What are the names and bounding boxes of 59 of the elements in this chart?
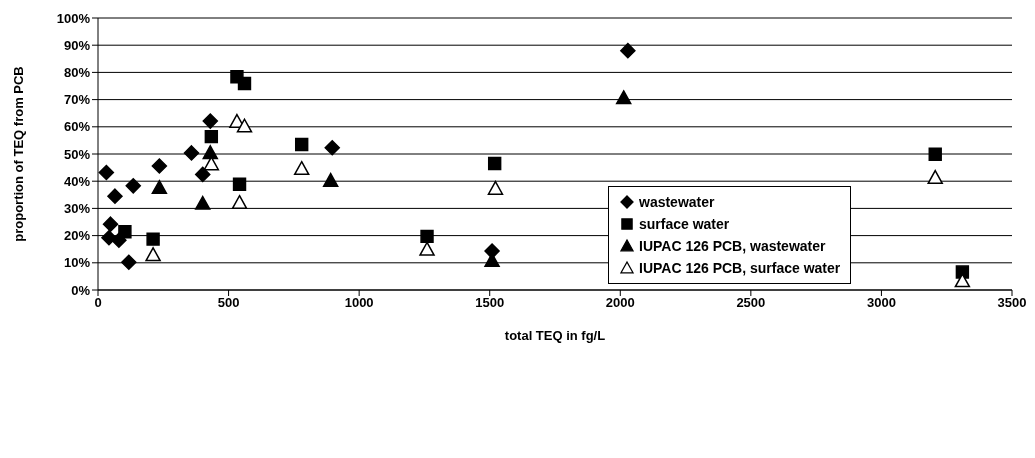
point (232, 177, 247, 191)
point (294, 137, 309, 152)
point (954, 273, 971, 288)
point (293, 160, 310, 176)
point (419, 241, 435, 256)
x-tick-label: 3000 (866, 295, 896, 311)
y-tick-label: 60% (63, 119, 91, 135)
x-tick-label: 500 (217, 295, 240, 311)
x-tick-label: 2500 (736, 295, 766, 311)
point (237, 76, 252, 91)
y-tick-label: 20% (63, 228, 91, 244)
x-tick-label: 1500 (475, 295, 505, 311)
point (231, 194, 248, 210)
point (620, 42, 636, 59)
x-tick-label: 1000 (344, 295, 374, 311)
y-tick-label: 80% (63, 65, 91, 81)
point (202, 113, 219, 129)
y-tick-label: 40% (63, 173, 91, 189)
legend-label: IUPAC 126 PCB, wastewater (639, 238, 826, 254)
point (927, 169, 943, 185)
x-tick-label: 0 (94, 295, 102, 311)
point (322, 172, 339, 188)
y-tick-label: 0% (71, 282, 91, 298)
point (183, 145, 200, 161)
y-tick-label: 90% (63, 37, 91, 53)
x-tick-label: 2000 (605, 295, 635, 311)
point (203, 156, 220, 171)
point (928, 147, 942, 161)
point (102, 216, 119, 232)
point (151, 179, 168, 195)
point (146, 232, 160, 246)
y-tick-label: 10% (63, 255, 91, 271)
point (324, 139, 340, 156)
y-tick-label: 30% (63, 201, 91, 217)
point (125, 178, 141, 194)
x-axis-title: total TEQ in fg/L (504, 328, 606, 343)
y-tick-label: 50% (63, 146, 91, 162)
point (107, 188, 123, 204)
point (194, 195, 211, 210)
point (145, 247, 161, 262)
point (121, 254, 137, 271)
point (487, 156, 502, 171)
point (204, 129, 219, 144)
y-tick-label: 100% (56, 10, 91, 26)
point (98, 164, 115, 181)
point (202, 145, 219, 160)
point (615, 90, 632, 105)
point (420, 229, 434, 244)
point (487, 180, 504, 195)
y-axis-title: proportion of TEQ from PCB (10, 66, 26, 242)
x-tick-label: 3500 (997, 295, 1027, 311)
point (151, 158, 168, 174)
y-tick-label: 70% (63, 92, 91, 108)
legend-label: surface water (639, 216, 730, 232)
point (236, 118, 253, 133)
point (118, 225, 132, 239)
legend-label: wastewater (639, 194, 715, 210)
point (194, 166, 211, 183)
legend-label: IUPAC 126 PCB, surface water (639, 260, 841, 276)
